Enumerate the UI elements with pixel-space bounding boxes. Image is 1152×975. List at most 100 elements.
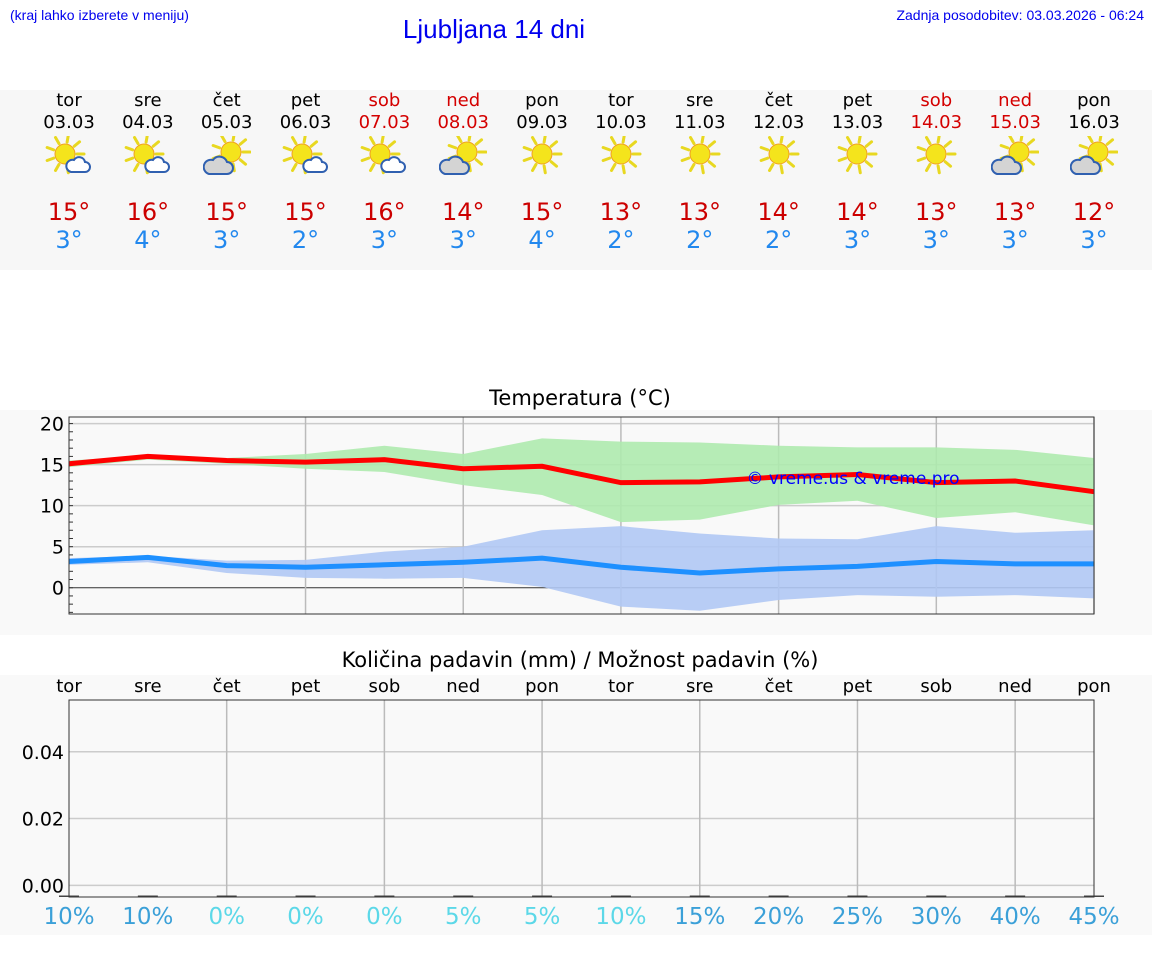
precip-chance: 30% xyxy=(910,904,962,930)
plot-frame xyxy=(68,416,1095,615)
precip-bar xyxy=(216,895,237,897)
min-temp-line xyxy=(68,554,1094,576)
partly-cloudy-icon xyxy=(30,133,108,180)
precip-chance: 0% xyxy=(287,904,324,930)
min-temp: 2° xyxy=(686,226,714,254)
max-temp: 15° xyxy=(520,198,564,226)
precipitation-chart-title: Količina padavin (mm) / Možnost padavin … xyxy=(341,648,819,672)
min-temp: 3° xyxy=(1080,226,1108,254)
x-tick-label: čet xyxy=(764,676,793,697)
sunny-icon xyxy=(818,133,896,180)
precip-bar xyxy=(374,895,395,897)
min-temp: 4° xyxy=(134,226,162,254)
day-name: sre xyxy=(686,90,714,111)
day-date: 15.03 xyxy=(989,112,1041,133)
mostly-cloudy-icon xyxy=(188,131,266,180)
day-date: 05.03 xyxy=(200,112,253,133)
day-name: ned xyxy=(446,90,481,111)
day-date: 13.03 xyxy=(831,112,884,133)
precip-bar xyxy=(689,895,710,897)
sunny-icon xyxy=(897,133,975,180)
min-temp: 3° xyxy=(55,226,83,254)
partly-cloudy-icon xyxy=(267,133,345,180)
plot-frame xyxy=(68,699,1095,898)
max-temp: 16° xyxy=(126,198,170,226)
max-temp: 14° xyxy=(836,198,879,226)
precip-chance: 45% xyxy=(1068,904,1120,930)
day-date: 04.03 xyxy=(122,112,174,133)
day-name: ned xyxy=(998,90,1033,111)
sunny-icon xyxy=(503,133,581,180)
precip-chance: 25% xyxy=(831,904,884,930)
precip-chance: 5% xyxy=(523,904,561,930)
max-temp: 15° xyxy=(205,198,248,226)
mostly-cloudy-icon xyxy=(976,131,1054,180)
x-tick-label: sob xyxy=(368,676,401,697)
min-temp: 2° xyxy=(607,226,635,254)
last-updated: Zadnja posodobitev: 03.03.2026 - 06:24 xyxy=(896,7,1144,23)
temperature-chart-title: Temperatura (°C) xyxy=(489,386,671,410)
forecast-strip xyxy=(0,90,1152,270)
y-tick-label: 0.00 xyxy=(22,875,64,897)
x-tick-label: tor xyxy=(56,676,82,697)
day-date: 03.03 xyxy=(43,112,95,133)
day-date: 08.03 xyxy=(437,112,489,133)
x-tick-label: pon xyxy=(525,676,559,697)
min-temp: 3° xyxy=(449,226,477,254)
precip-bar xyxy=(295,895,316,897)
day-name: pon xyxy=(1077,90,1111,111)
precip-chance: 40% xyxy=(989,904,1041,930)
partly-cloudy-icon xyxy=(109,133,187,180)
x-tick-label: sre xyxy=(134,676,162,697)
plot-area xyxy=(69,700,1094,897)
precip-chance: 0% xyxy=(208,904,245,930)
temperature-chart: 0 5 10 15 20 © vreme.us & vreme.pro xyxy=(40,414,1095,615)
precip-bar xyxy=(532,895,553,897)
precip-bar xyxy=(768,895,789,897)
day-date: 16.03 xyxy=(1068,112,1120,133)
min-temp: 3° xyxy=(370,226,399,254)
max-temp: 13° xyxy=(599,198,643,226)
day-date: 10.03 xyxy=(595,112,647,133)
min-temp: 3° xyxy=(1001,226,1029,254)
y-tick-label: 5 xyxy=(52,537,64,559)
max-temp: 13° xyxy=(993,198,1037,226)
sunny-icon xyxy=(740,133,818,180)
max-temp: 12° xyxy=(1072,198,1116,226)
y-tick-label: 20 xyxy=(40,414,64,436)
day-date: 12.03 xyxy=(752,112,805,133)
day-name: sre xyxy=(134,90,162,111)
partly-cloudy-icon xyxy=(345,133,423,180)
x-tick-label: sre xyxy=(686,676,714,697)
max-temp: 13° xyxy=(915,198,958,226)
min-temp: 2° xyxy=(291,226,320,254)
x-tick-label: pon xyxy=(1077,676,1111,697)
day-date: 09.03 xyxy=(516,112,568,133)
y-tick-label: 10 xyxy=(40,496,64,518)
x-tick-label: tor xyxy=(608,676,634,697)
location-hint: (kraj lahko izberete v meniju) xyxy=(10,7,189,23)
precip-bar xyxy=(453,895,474,897)
x-tick-label: sob xyxy=(920,676,953,697)
max-temp: 16° xyxy=(363,198,406,226)
mostly-cloudy-icon xyxy=(1055,131,1133,180)
day-date: 07.03 xyxy=(358,112,411,133)
precip-chance: 20% xyxy=(753,904,805,930)
day-name: pon xyxy=(525,90,559,111)
max-temp-line xyxy=(68,453,1095,495)
max-temp: 15° xyxy=(284,198,327,226)
min-temp: 4° xyxy=(528,226,556,254)
day-date: 14.03 xyxy=(910,112,963,133)
precip-chance: 10% xyxy=(122,904,174,930)
spacer-band xyxy=(0,270,1152,366)
max-temp: 14° xyxy=(757,198,800,226)
max-temp: 15° xyxy=(47,198,91,226)
min-temp: 3° xyxy=(843,226,872,254)
precip-bar xyxy=(926,895,947,897)
precip-bar xyxy=(1005,895,1026,897)
x-tick-label: pet xyxy=(842,676,873,697)
day-name: čet xyxy=(764,90,793,111)
sunny-icon xyxy=(582,133,660,180)
y-tick-label: 0.04 xyxy=(22,742,64,764)
day-name: tor xyxy=(56,90,82,111)
